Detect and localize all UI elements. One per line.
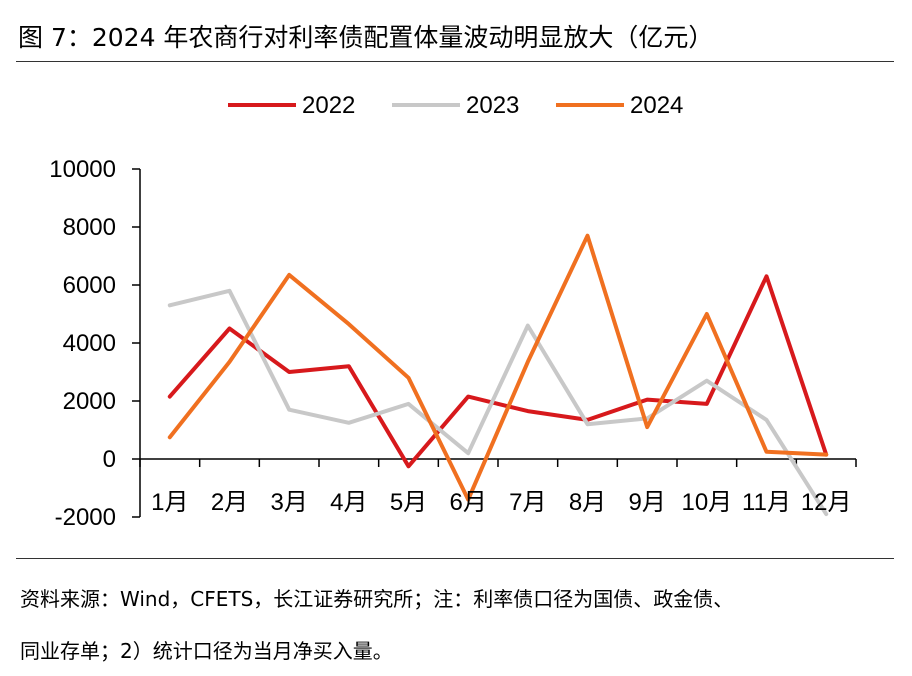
legend-label-2022: 2022 bbox=[302, 92, 355, 119]
chart-series bbox=[167, 233, 829, 517]
x-tick-label: 11月 bbox=[742, 489, 791, 516]
source-note-line1: 资料来源：Wind，CFETS，长江证券研究所；注：利率债口径为国债、政金债、 bbox=[20, 587, 734, 611]
x-tick-label: 6月 bbox=[449, 489, 486, 516]
x-tick-label: 5月 bbox=[390, 489, 427, 516]
y-tick-label: -2000 bbox=[55, 504, 116, 531]
y-tick-labels: 10000 8000 6000 4000 2000 0 -2000 bbox=[49, 156, 116, 531]
x-tick-label: 1月 bbox=[151, 489, 188, 516]
legend-label-2023: 2023 bbox=[466, 92, 519, 119]
figure-title: 图 7：2024 年农商行对利率债配置体量波动明显放大（亿元） bbox=[18, 23, 714, 52]
x-tick-label: 7月 bbox=[509, 489, 546, 516]
y-tick-label: 0 bbox=[103, 446, 116, 473]
source-divider bbox=[16, 558, 894, 559]
x-tick-label: 8月 bbox=[569, 489, 606, 516]
y-tick-label: 8000 bbox=[63, 214, 116, 241]
title-divider bbox=[16, 61, 894, 62]
series-line-2023 bbox=[167, 288, 829, 517]
y-tick-label: 4000 bbox=[63, 330, 116, 357]
x-tick-label: 3月 bbox=[270, 489, 307, 516]
chart-legend: 2022 2023 2024 bbox=[228, 92, 683, 119]
x-tick-label: 12月 bbox=[801, 489, 852, 516]
axis-ticks bbox=[132, 168, 857, 518]
y-tick-label: 6000 bbox=[63, 272, 116, 299]
source-note-line2: 同业存单；2）统计口径为当月净买入量。 bbox=[20, 639, 393, 663]
x-tick-label: 9月 bbox=[628, 489, 665, 516]
line-chart: 2022 2023 2024 1月 2月 3月 4月 5月 6月 7月 8月 9月 10月 11月 12月… bbox=[49, 92, 857, 531]
y-tick-label: 10000 bbox=[49, 156, 116, 183]
legend-label-2024: 2024 bbox=[630, 92, 683, 119]
series-line-2022 bbox=[167, 274, 829, 469]
x-tick-labels: 1月 2月 3月 4月 5月 6月 7月 8月 9月 10月 11月 12月 bbox=[151, 489, 851, 516]
series-line-2024 bbox=[167, 233, 829, 502]
x-tick-label: 10月 bbox=[681, 489, 732, 516]
x-tick-label: 2月 bbox=[211, 489, 248, 516]
y-tick-label: 2000 bbox=[63, 388, 116, 415]
x-tick-label: 4月 bbox=[330, 489, 367, 516]
